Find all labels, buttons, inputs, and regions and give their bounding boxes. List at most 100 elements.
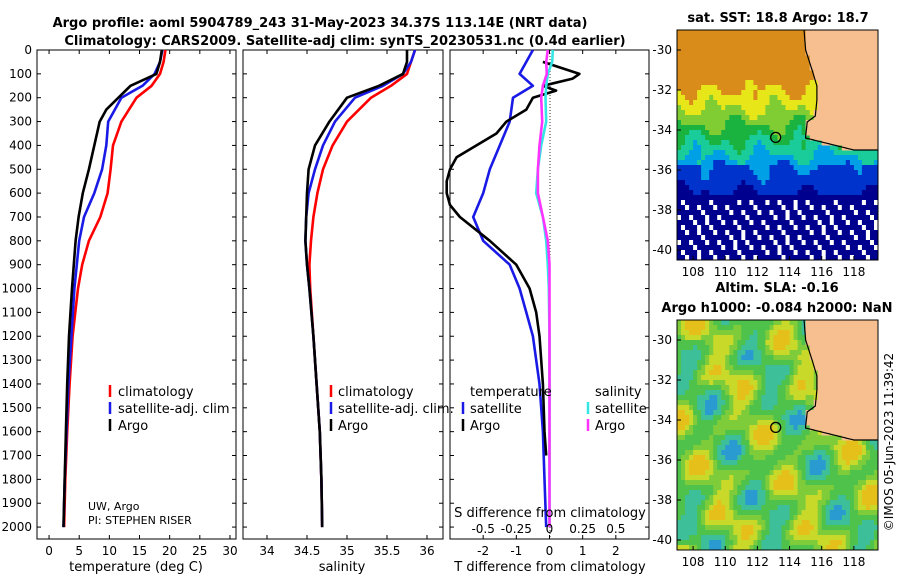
map-cell	[861, 445, 867, 451]
series-line-argo	[304, 50, 409, 528]
map-cell	[769, 240, 774, 246]
map-cell	[753, 80, 758, 86]
map-cell	[781, 410, 786, 416]
map-cell	[701, 165, 706, 171]
map-cell	[689, 235, 694, 241]
map-cell	[757, 235, 762, 241]
map-cell	[725, 530, 730, 536]
map-cell	[733, 200, 738, 206]
map-cell	[733, 130, 738, 136]
map-cell	[773, 385, 778, 391]
land-cell	[833, 55, 839, 61]
land-cell	[829, 430, 835, 436]
map-cell	[733, 180, 738, 186]
map-cell	[857, 520, 863, 526]
map-cell	[681, 415, 686, 421]
land-cell	[829, 35, 835, 41]
land-cell	[853, 110, 859, 116]
map-cell	[705, 55, 710, 61]
map-cell	[749, 500, 754, 506]
map-cell	[729, 395, 734, 401]
map-cell	[769, 335, 774, 341]
map-cell	[685, 120, 690, 126]
map-cell	[681, 40, 686, 46]
map-cell	[693, 125, 698, 131]
map-cell	[861, 210, 867, 216]
map-cell	[737, 410, 742, 416]
map-cell	[793, 140, 799, 146]
land-cell	[829, 400, 835, 406]
map-cell	[713, 370, 718, 376]
map-cell	[689, 505, 694, 511]
map-cell	[777, 110, 782, 116]
map-cell	[793, 330, 799, 336]
map-cell	[793, 105, 799, 111]
map-cell	[825, 225, 831, 231]
map-cell	[785, 410, 790, 416]
s-diff-tick-label: -0.5	[471, 522, 494, 536]
map-cell	[837, 185, 843, 191]
map-cell	[745, 40, 750, 46]
map-cell	[805, 60, 811, 66]
land-cell	[857, 35, 863, 41]
land-cell	[841, 380, 847, 386]
map-cell	[781, 40, 786, 46]
map-cell	[761, 205, 766, 211]
map-cell	[845, 230, 851, 236]
map-cell	[713, 475, 718, 481]
map-cell	[717, 355, 722, 361]
map-cell	[745, 230, 750, 236]
map-cell	[709, 485, 714, 491]
map-cell	[693, 545, 698, 551]
map-cell	[737, 450, 742, 456]
land-cell	[865, 325, 871, 331]
legend-title-temperature: temperature	[470, 385, 552, 400]
map-cell	[801, 245, 807, 251]
map-cell	[701, 370, 706, 376]
map-cell	[725, 505, 730, 511]
map-cell	[749, 205, 754, 211]
map-cell	[781, 60, 786, 66]
map-cell	[713, 115, 718, 121]
land-cell	[817, 120, 823, 126]
map-cell	[701, 250, 706, 256]
map-cell	[857, 240, 863, 246]
map-cell	[797, 505, 803, 511]
map-cell	[729, 160, 734, 166]
map-cell	[797, 510, 803, 516]
map-cell	[785, 75, 790, 81]
map-cell	[801, 535, 807, 541]
map-cell	[749, 120, 754, 126]
map-cell	[769, 385, 774, 391]
map-cell	[677, 135, 682, 141]
map-cell	[685, 215, 690, 221]
map-cell	[713, 375, 718, 381]
map-cell	[761, 445, 766, 451]
land-cell	[861, 425, 867, 431]
map-cell	[685, 135, 690, 141]
temperature-legend: climatology satellite-adj. clim Argo	[108, 385, 230, 434]
land-cell	[845, 340, 851, 346]
map-cell	[817, 465, 823, 471]
map-cell	[757, 485, 762, 491]
map-cell	[821, 175, 827, 181]
map-cell	[757, 335, 762, 341]
map-cell	[777, 75, 782, 81]
map-cell	[857, 205, 863, 211]
depth-tick-label: 1300	[1, 353, 32, 367]
land-cell	[865, 365, 871, 371]
map-cell	[725, 510, 730, 516]
map-cell	[805, 490, 811, 496]
map-cell	[789, 195, 795, 201]
map-cell	[701, 375, 706, 381]
map-cell	[777, 90, 782, 96]
map-cell	[785, 320, 790, 326]
map-cell	[697, 115, 702, 121]
map-cell	[829, 530, 835, 536]
map-cell	[681, 320, 686, 326]
map-cell	[721, 460, 726, 466]
land-cell	[870, 115, 875, 121]
map-cell	[781, 420, 786, 426]
map-cell	[849, 495, 855, 501]
map-cell	[737, 375, 742, 381]
